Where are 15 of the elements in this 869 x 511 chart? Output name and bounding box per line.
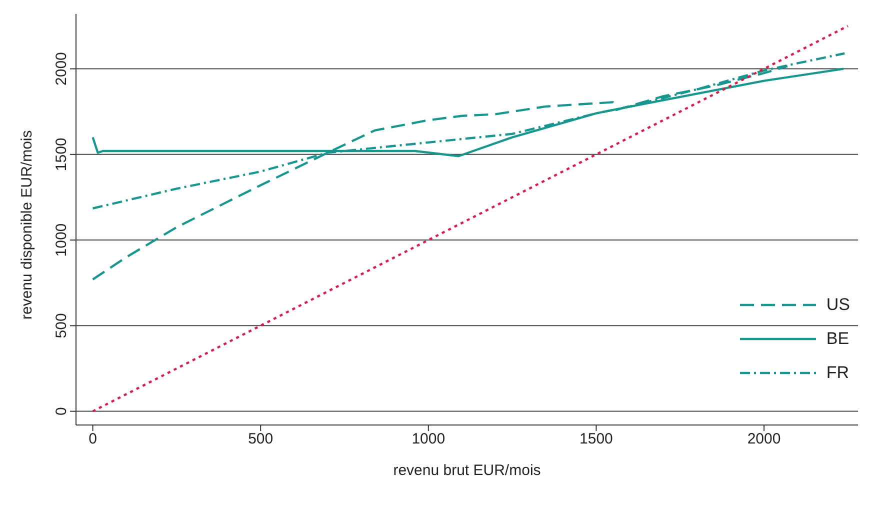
legend-label: US — [826, 295, 850, 315]
y-tick-label: 1500 — [53, 138, 70, 172]
x-axis-title: revenu brut EUR/mois — [393, 462, 541, 479]
legend-label: BE — [826, 329, 850, 349]
y-tick-label: 2000 — [53, 52, 70, 86]
y-tick-label: 1000 — [53, 223, 70, 257]
y-tick-label: 0 — [53, 407, 70, 416]
x-tick-label: 1000 — [412, 430, 446, 448]
x-tick-label: 1500 — [580, 430, 613, 448]
x-tick-label: 0 — [88, 430, 97, 448]
y-axis-title: revenu disponible EUR/mois — [18, 130, 36, 320]
y-tick-label: 500 — [53, 313, 70, 338]
x-tick-label: 2000 — [747, 430, 781, 448]
legend-label: FR — [826, 363, 850, 383]
x-tick-label: 500 — [248, 430, 274, 448]
